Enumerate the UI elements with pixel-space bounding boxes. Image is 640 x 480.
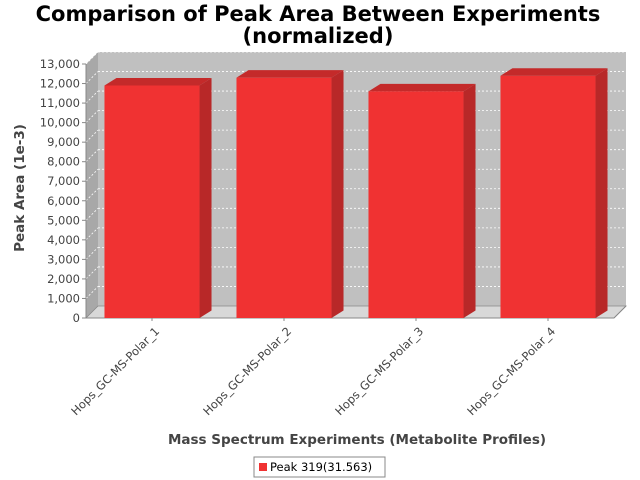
gridline-wall <box>85 149 99 162</box>
gridline-wall <box>85 129 99 143</box>
x-tick-label: Hops_GC-MS-Polar_1 <box>68 324 162 418</box>
bar-2 <box>236 70 344 318</box>
legend: Peak 319(31.563) <box>253 456 386 478</box>
gridline-wall <box>85 227 99 241</box>
chart-subtitle: (normalized) <box>243 24 394 48</box>
chart-title: Comparison of Peak Area Between Experime… <box>36 2 601 26</box>
bar-side <box>331 70 344 318</box>
bar-front <box>500 75 596 318</box>
y-tick-label: 8,000 <box>47 155 80 169</box>
bar-top <box>368 83 476 92</box>
y-tick-label: 7,000 <box>47 174 80 188</box>
gridline-wall <box>85 71 99 84</box>
gridline-wall <box>85 51 99 65</box>
y-tick-label: 12,000 <box>40 77 80 91</box>
bars <box>104 68 608 318</box>
bar-front <box>368 91 464 318</box>
x-tick-label: Hops_GC-MS-Polar_4 <box>464 324 558 418</box>
y-tick-label: 4,000 <box>47 233 80 247</box>
bar-front <box>104 85 200 318</box>
gridline-wall <box>85 266 99 280</box>
bar-3 <box>368 83 476 318</box>
bar-top <box>500 68 608 76</box>
y-tick-label: 0 <box>73 311 80 325</box>
y-tick-label: 6,000 <box>47 194 80 208</box>
legend-label: Peak 319(31.563) <box>270 460 372 474</box>
bar-top <box>236 70 344 78</box>
y-tick-label: 9,000 <box>47 135 80 149</box>
gridline-wall <box>85 208 99 221</box>
floor-edge <box>613 305 627 319</box>
x-tick-label: Hops_GC-MS-Polar_2 <box>200 324 294 418</box>
x-tick-label: Hops_GC-MS-Polar_3 <box>332 324 426 418</box>
gridline-wall <box>85 286 99 299</box>
y-tick-label: 10,000 <box>40 116 80 130</box>
gridline-wall <box>85 110 99 123</box>
bar-top <box>104 77 212 86</box>
y-tick-label: 2,000 <box>47 272 80 286</box>
x-axis: Hops_GC-MS-Polar_1 Hops_GC-MS-Polar_2 Hops… <box>68 318 558 418</box>
plot-left-wall <box>86 52 98 318</box>
gridline-wall <box>85 247 99 260</box>
y-axis-label: Peak Area (1e-3) <box>12 124 28 252</box>
y-tick-label: 3,000 <box>47 252 80 266</box>
bar-1 <box>104 77 212 318</box>
bar-side <box>595 68 608 318</box>
y-tick-label: 11,000 <box>40 96 80 110</box>
bar-side <box>463 83 476 318</box>
bar-4 <box>500 68 608 318</box>
y-axis: 0 1,000 2,000 3,000 4,000 5,000 6,000 7,000 8,00… <box>40 57 627 325</box>
y-tick-label: 5,000 <box>47 213 80 227</box>
legend-box <box>253 456 386 478</box>
gridline-wall <box>85 188 99 202</box>
x-axis-label: Mass Spectrum Experiments (Metabolite Pr… <box>168 432 546 448</box>
bar-front <box>236 77 332 318</box>
y-tick-label: 13,000 <box>40 57 80 71</box>
y-tick-label: 1,000 <box>47 291 80 305</box>
gridline-wall <box>85 90 99 104</box>
gridline-wall <box>85 168 99 182</box>
legend-swatch <box>259 463 267 471</box>
bar-side <box>199 77 212 318</box>
